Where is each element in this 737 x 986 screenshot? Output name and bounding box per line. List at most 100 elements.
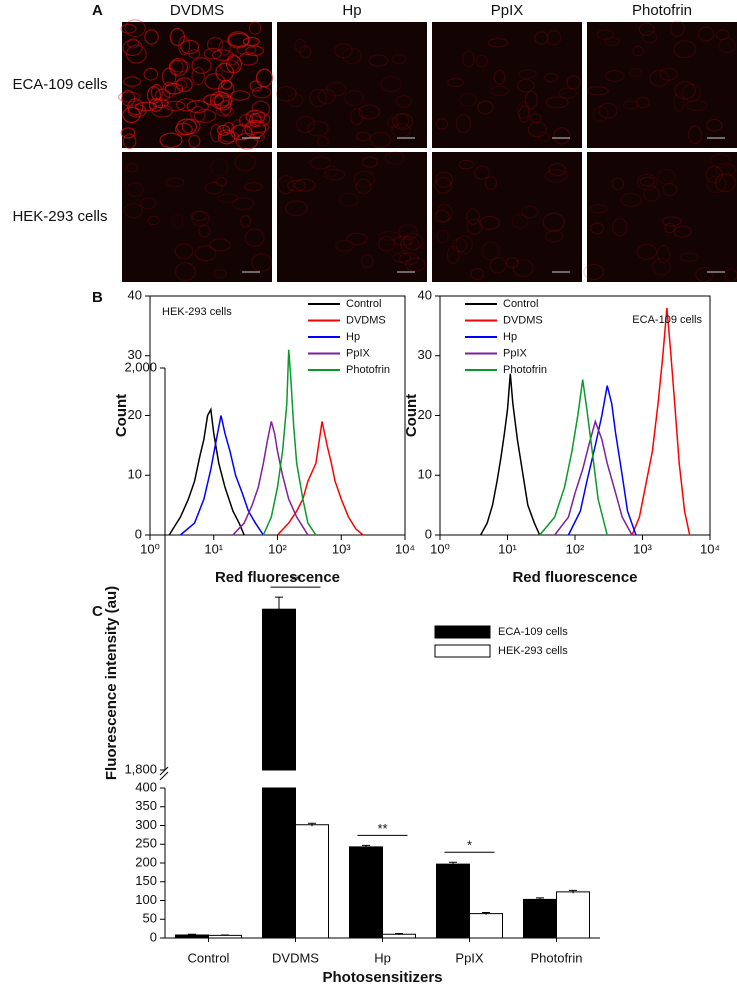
y-tick-label: 30 [418, 347, 432, 362]
cell [217, 193, 239, 203]
cell [204, 181, 224, 195]
cell [398, 252, 419, 266]
significance-label: ** [290, 573, 300, 588]
cell [455, 113, 472, 134]
axis-break [159, 766, 169, 776]
cell [122, 133, 137, 150]
cell [715, 163, 737, 177]
y-axis-title: Count [403, 394, 420, 437]
column-label: Photofrin [632, 2, 692, 19]
cell [175, 77, 193, 93]
bar [349, 846, 383, 939]
histogram-line [168, 407, 245, 536]
histogram-line [232, 421, 309, 536]
histogram-line [262, 349, 317, 536]
cell [596, 29, 615, 40]
cell [123, 202, 144, 219]
cell [518, 69, 537, 79]
cell [484, 176, 498, 190]
micrograph [432, 22, 582, 148]
cell [544, 169, 568, 183]
column-label: PpIX [491, 2, 524, 19]
cell [659, 67, 678, 81]
cell [446, 245, 460, 264]
cell [246, 121, 270, 134]
x-tick-label: 10³ [633, 541, 652, 556]
cell [168, 58, 189, 77]
cell [203, 93, 225, 106]
cell [393, 235, 414, 246]
cell [125, 44, 147, 64]
cell [369, 131, 392, 148]
bar [295, 824, 329, 939]
cell [715, 29, 730, 41]
cell [125, 162, 139, 173]
cell [546, 30, 562, 46]
cell [674, 81, 696, 100]
cell [248, 21, 262, 35]
cell [234, 153, 256, 172]
cell [165, 177, 185, 188]
micrograph [587, 22, 737, 148]
y-tick-label: 2,000 [124, 359, 157, 374]
cell [218, 40, 231, 56]
cell [636, 243, 658, 260]
cell [542, 212, 566, 232]
cell [251, 253, 273, 272]
histogram-line [554, 419, 633, 536]
x-axis-title: Red fluorescence [215, 569, 340, 586]
cell [143, 67, 159, 81]
cell [334, 43, 353, 59]
cell [434, 209, 451, 223]
legend-label: Hp [346, 331, 360, 343]
cell [285, 200, 308, 217]
cell [566, 75, 581, 90]
cell [395, 113, 410, 129]
micrograph [277, 152, 427, 282]
x-tick-label: 10³ [332, 541, 351, 556]
cell [191, 210, 207, 222]
cell [317, 88, 336, 105]
cell [294, 38, 307, 53]
x-tick-label: 10⁴ [395, 541, 415, 556]
cell [544, 230, 564, 243]
cell [154, 88, 171, 102]
cell [163, 100, 186, 112]
panel-label: C [92, 603, 103, 620]
cell [236, 44, 257, 56]
cell [583, 263, 605, 281]
cell [175, 79, 188, 90]
cell [553, 126, 571, 145]
cell [120, 23, 137, 34]
cell [405, 257, 426, 272]
cell [188, 134, 201, 148]
x-tick-label: 10¹ [204, 541, 223, 556]
panel-label: B [92, 289, 103, 306]
cell [474, 165, 491, 180]
cell [544, 72, 558, 83]
cell [227, 31, 250, 49]
cell [344, 90, 364, 107]
cell [400, 235, 420, 254]
cell [355, 178, 372, 195]
y-tick-label: 300 [135, 817, 157, 832]
y-tick-label: 40 [418, 287, 432, 302]
cell [294, 178, 316, 192]
cell [146, 86, 161, 105]
legend-label: Hp [503, 331, 517, 343]
cell [358, 104, 381, 120]
x-tick-label: 10¹ [498, 541, 517, 556]
cell [309, 88, 328, 108]
row-label: HEK-293 cells [12, 208, 107, 225]
cell [210, 158, 229, 177]
cell [605, 69, 625, 83]
cell [355, 131, 371, 142]
x-axis-title: Red fluorescence [512, 569, 637, 586]
cell [628, 67, 643, 78]
cell [190, 105, 206, 123]
cell [487, 38, 509, 48]
histogram-line [479, 373, 541, 536]
cell [219, 99, 232, 116]
cell [391, 123, 412, 138]
cell [477, 100, 494, 115]
